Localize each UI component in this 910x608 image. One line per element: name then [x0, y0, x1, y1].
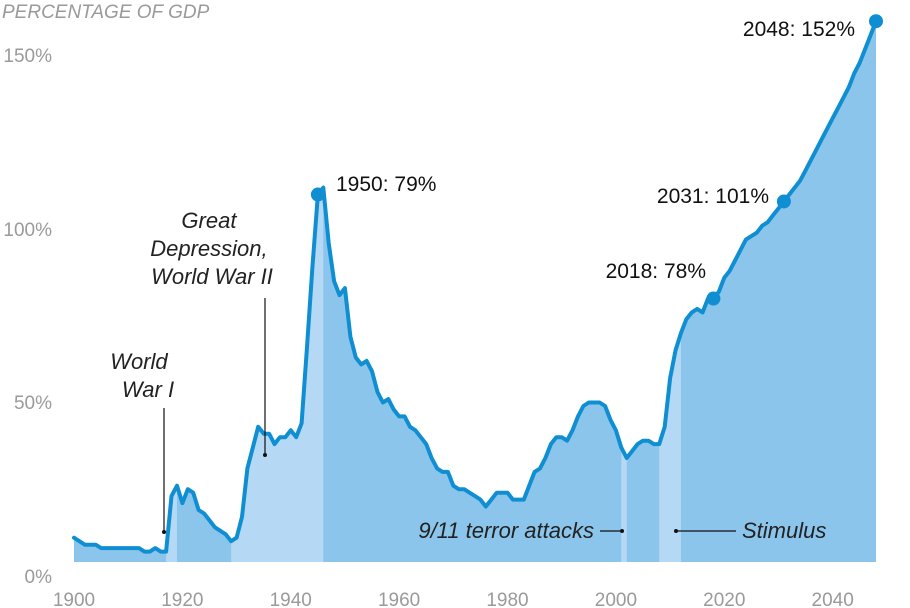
point-marker-1950: [310, 187, 325, 202]
point-marker-2048: [869, 14, 883, 29]
annotation-depression-line3: World War II: [151, 264, 273, 289]
x-tick-label: 1920: [161, 590, 203, 608]
point-label-2031: 2031: 101%: [657, 185, 769, 208]
x-tick-labels: 1900 1920 1940 1960 1980 2000 2020 2040: [53, 590, 854, 608]
y-tick-label: 0%: [25, 567, 53, 588]
x-tick-label: 2040: [812, 590, 854, 608]
annotation-stimulus: Stimulus: [742, 518, 826, 543]
annotation-wwi-line1: World: [110, 349, 168, 374]
debt-line: [72, 19, 878, 554]
annotation-depression: Great Depression, World War II: [150, 208, 274, 289]
x-tick-label: 1960: [378, 590, 420, 608]
point-label-2018: 2018: 78%: [606, 260, 706, 283]
annotation-wwi: World War I: [110, 349, 174, 402]
point-label-2048: 2048: 152%: [743, 18, 855, 41]
x-tick-label: 2020: [703, 590, 745, 608]
y-tick-label: 50%: [14, 393, 52, 414]
point-marker-2031: [776, 194, 791, 209]
y-tick-label: 100%: [3, 220, 52, 241]
stimulus-leader-dot: [674, 529, 678, 533]
y-tick-labels: 0% 50% 100% 150%: [3, 46, 52, 588]
x-tick-label: 1940: [270, 590, 312, 608]
y-axis-title: PERCENTAGE OF GDP: [2, 2, 210, 23]
annotation-depression-line1: Great: [181, 208, 237, 233]
wwi-leader-dot: [162, 530, 166, 534]
x-tick-label: 2000: [595, 590, 637, 608]
x-tick-label: 1900: [53, 590, 95, 608]
point-marker-2018: [706, 291, 721, 306]
depression-leader-dot: [263, 453, 267, 457]
x-tick-label: 1980: [486, 590, 528, 608]
annotation-wwi-line2: War I: [122, 377, 174, 402]
debt-area: [74, 21, 876, 562]
annotation-depression-line2: Depression,: [150, 236, 267, 261]
annotation-terror: 9/11 terror attacks: [418, 518, 594, 543]
point-label-1950: 1950: 79%: [336, 173, 436, 196]
y-tick-label: 150%: [3, 46, 52, 67]
terror-leader-dot: [620, 529, 624, 533]
